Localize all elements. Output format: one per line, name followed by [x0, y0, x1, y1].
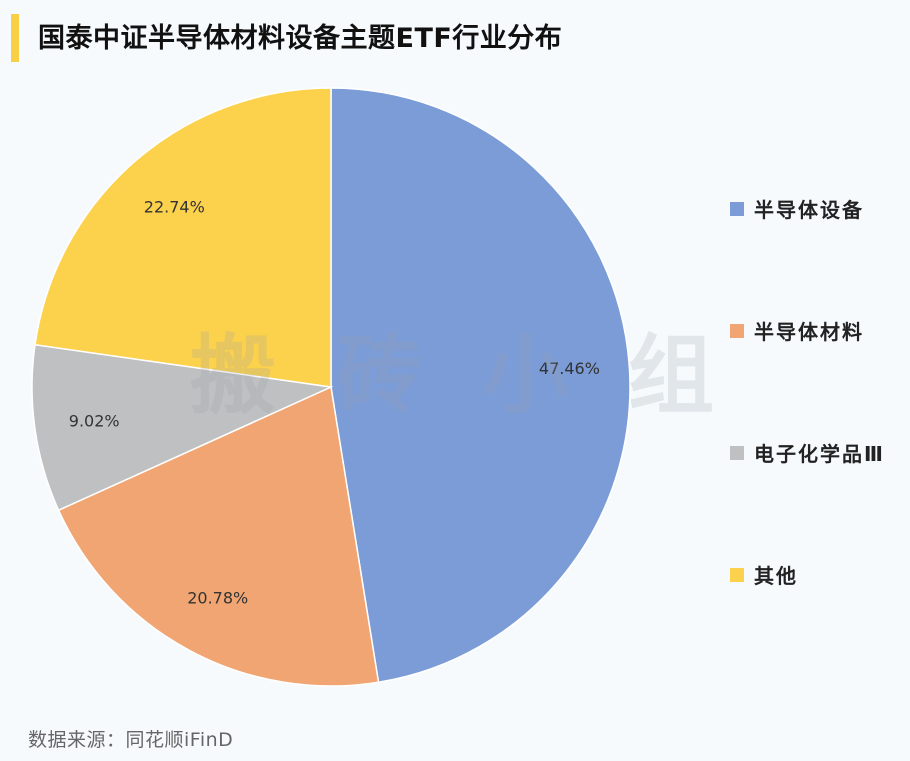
legend-swatch-0 — [730, 201, 744, 216]
legend-label-0: 半导体设备 — [754, 198, 864, 222]
chart-title: 国泰中证半导体材料设备主题ETF行业分布 — [38, 23, 563, 54]
legend-label-2: 电子化学品Ⅲ — [754, 442, 885, 466]
legend-item-3: 其他 — [730, 560, 798, 589]
legend-label-1: 半导体材料 — [754, 320, 864, 344]
legend-swatch-1 — [730, 323, 744, 338]
pie-slice-1 — [57, 385, 380, 687]
title-accent-bar — [11, 14, 19, 62]
legend-item-2: 电子化学品Ⅲ — [730, 438, 885, 467]
legend-swatch-2 — [730, 445, 744, 460]
slice-value-label-0: 47.46% — [539, 359, 600, 378]
legend-item-1: 半导体材料 — [730, 316, 864, 345]
slice-value-label-2: 9.02% — [69, 412, 120, 431]
watermark-text: 搬砖小组 — [190, 326, 774, 426]
pie-slice-2 — [31, 343, 334, 512]
legend-item-0: 半导体设备 — [730, 194, 864, 223]
data-source-note: 数据来源：同花顺iFinD — [28, 729, 234, 751]
pie-slice-0 — [330, 87, 631, 684]
legend-swatch-3 — [730, 567, 744, 582]
slice-value-label-1: 20.78% — [187, 589, 248, 608]
pie-slice-3 — [34, 87, 332, 388]
legend-label-3: 其他 — [754, 564, 798, 588]
slice-value-label-3: 22.74% — [144, 197, 205, 216]
